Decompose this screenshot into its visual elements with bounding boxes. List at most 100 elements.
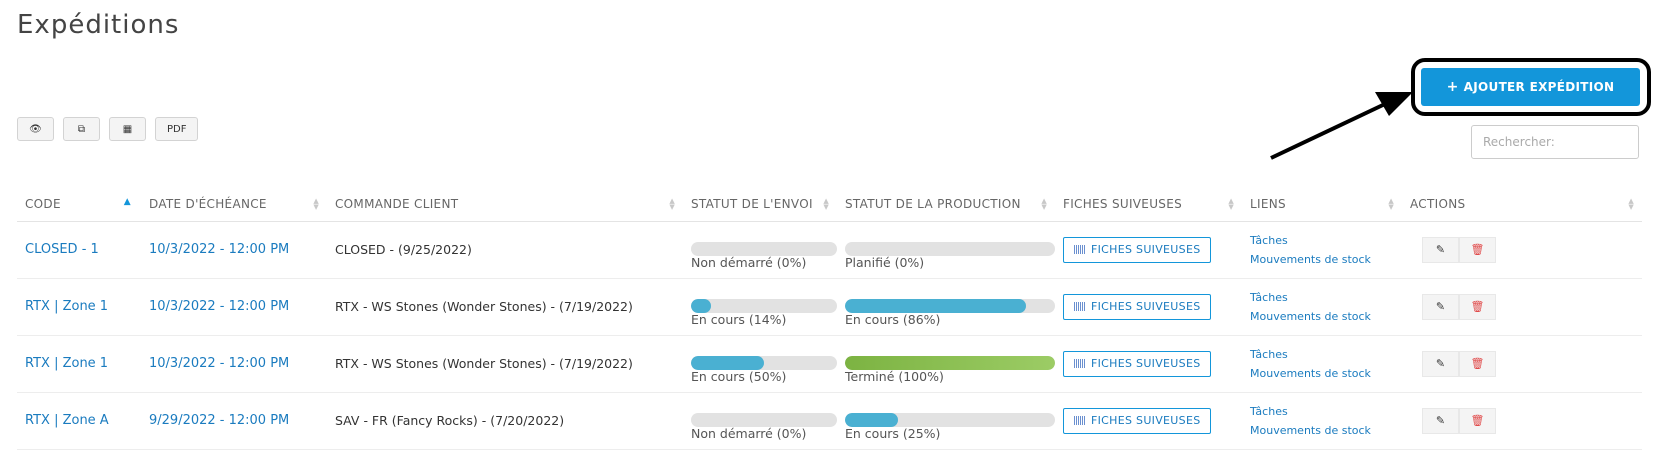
code-text: RTX | Zone 1: [25, 356, 109, 371]
header-fiches[interactable]: FICHES SUIVEUSES ▲ ▼: [1055, 188, 1242, 222]
barcode-icon: [1074, 245, 1085, 254]
fiches-text: FICHES SUIVEUSES: [1091, 243, 1201, 256]
production-label-text: En cours (25%): [845, 425, 941, 441]
envoi-label-text: Non démarré (0%): [691, 425, 807, 441]
fiches-cell: FICHES SUIVEUSES: [1055, 278, 1242, 336]
sort-icon: ▲ ▼: [669, 197, 675, 211]
fiches-cell: FICHES SUIVEUSES: [1055, 221, 1242, 279]
envoi-progress-bar: [691, 298, 837, 313]
fiches-text: FICHES SUIVEUSES: [1091, 414, 1201, 427]
mouvements-stock-link[interactable]: Mouvements de stock: [1250, 423, 1371, 437]
production-progress-bar: [845, 412, 1055, 427]
page-title: Expéditions: [17, 10, 180, 40]
search-input[interactable]: [1471, 125, 1639, 159]
pdf-button[interactable]: PDF: [155, 117, 199, 141]
date-link[interactable]: 10/3/2022 - 12:00 PM: [141, 221, 327, 279]
commande-text: RTX - WS Stones (Wonder Stones) - (7/19/…: [335, 299, 633, 314]
table-header-row: CODE ▲ DATE D'ÉCHÉANCE ▲ ▼ COMMANDE CLIENT ▲…: [17, 188, 1642, 222]
code-link[interactable]: CLOSED - 1: [17, 221, 141, 279]
delete-button[interactable]: 🗑: [1459, 407, 1496, 434]
barcode-icon: [1074, 302, 1085, 311]
copy-button[interactable]: ⧉: [63, 117, 100, 141]
eye-icon: 👁: [29, 123, 42, 135]
envoi-label-text: En cours (50%): [691, 368, 787, 384]
code-text: RTX | Zone A: [25, 413, 109, 428]
commande-cell: RTX - WS Stones (Wonder Stones) - (7/19/…: [327, 335, 683, 393]
production-progress-bar: [845, 355, 1055, 370]
header-commande[interactable]: COMMANDE CLIENT ▲ ▼: [327, 188, 683, 222]
fiches-suiveuses-button[interactable]: FICHES SUIVEUSES: [1063, 236, 1212, 263]
taches-link[interactable]: Tâches: [1250, 404, 1288, 418]
sort-icon: ▲ ▼: [1628, 197, 1634, 211]
date-link[interactable]: 10/3/2022 - 12:00 PM: [141, 335, 327, 393]
edit-button[interactable]: ✎: [1422, 407, 1459, 434]
header-liens[interactable]: LIENS ▲ ▼: [1242, 188, 1402, 222]
commande-cell: SAV - FR (Fancy Rocks) - (7/20/2022): [327, 392, 683, 450]
barcode-icon: [1074, 359, 1085, 368]
header-statut-production[interactable]: STATUT DE LA PRODUCTION ▲ ▼: [837, 188, 1055, 222]
envoi-progress-bar: [691, 241, 837, 256]
production-progress-fill: [845, 412, 898, 427]
barcode-icon: [1074, 416, 1085, 425]
mouvements-stock-link[interactable]: Mouvements de stock: [1250, 252, 1371, 266]
sort-asc-icon: ▲: [123, 197, 131, 207]
fiches-suiveuses-button[interactable]: FICHES SUIVEUSES: [1063, 407, 1212, 434]
copy-icon: ⧉: [77, 123, 86, 135]
mouvements-stock-link[interactable]: Mouvements de stock: [1250, 309, 1371, 323]
fiches-suiveuses-button[interactable]: FICHES SUIVEUSES: [1063, 293, 1212, 320]
table-icon: ▦: [122, 123, 133, 135]
code-link[interactable]: RTX | Zone A: [17, 392, 141, 450]
code-link[interactable]: RTX | Zone 1: [17, 335, 141, 393]
edit-button[interactable]: ✎: [1422, 293, 1459, 320]
commande-cell: CLOSED - (9/25/2022): [327, 221, 683, 279]
header-code[interactable]: CODE ▲: [17, 188, 141, 222]
commande-text: CLOSED - (9/25/2022): [335, 242, 472, 257]
pdf-label: PDF: [167, 123, 187, 135]
add-expedition-button[interactable]: + AJOUTER EXPÉDITION: [1421, 68, 1640, 106]
envoi-status: Non démarré (0%): [683, 392, 837, 450]
fiches-suiveuses-button[interactable]: FICHES SUIVEUSES: [1063, 350, 1212, 377]
actions-cell: ✎ 🗑: [1402, 392, 1642, 450]
sort-icon: ▲ ▼: [313, 197, 319, 211]
excel-button[interactable]: ▦: [109, 117, 146, 141]
links-cell: Tâches Mouvements de stock: [1242, 278, 1402, 336]
date-link[interactable]: 10/3/2022 - 12:00 PM: [141, 278, 327, 336]
add-expedition-label: AJOUTER EXPÉDITION: [1463, 80, 1615, 94]
taches-link[interactable]: Tâches: [1250, 290, 1288, 304]
delete-button[interactable]: 🗑: [1459, 350, 1496, 377]
envoi-progress-bar: [691, 355, 837, 370]
date-text: 9/29/2022 - 12:00 PM: [149, 413, 290, 428]
production-status: En cours (25%): [837, 392, 1055, 450]
commande-text: RTX - WS Stones (Wonder Stones) - (7/19/…: [335, 356, 633, 371]
links-cell: Tâches Mouvements de stock: [1242, 392, 1402, 450]
date-link[interactable]: 9/29/2022 - 12:00 PM: [141, 392, 327, 450]
trash-icon: 🗑: [1470, 357, 1485, 370]
production-label-text: Planifié (0%): [845, 254, 925, 270]
trash-icon: 🗑: [1470, 414, 1485, 427]
production-label-text: En cours (86%): [845, 311, 941, 327]
mouvements-stock-link[interactable]: Mouvements de stock: [1250, 366, 1371, 380]
envoi-status: En cours (50%): [683, 335, 837, 393]
actions-cell: ✎ 🗑: [1402, 221, 1642, 279]
header-actions[interactable]: ACTIONS ▲ ▼: [1402, 188, 1642, 222]
sort-icon: ▲ ▼: [1388, 197, 1394, 211]
production-status: Terminé (100%): [837, 335, 1055, 393]
plus-icon: +: [1446, 79, 1459, 95]
code-text: CLOSED - 1: [25, 242, 99, 257]
header-date[interactable]: DATE D'ÉCHÉANCE ▲ ▼: [141, 188, 327, 222]
edit-button[interactable]: ✎: [1422, 350, 1459, 377]
view-button[interactable]: 👁: [17, 117, 54, 141]
code-text: RTX | Zone 1: [25, 299, 109, 314]
edit-button[interactable]: ✎: [1422, 236, 1459, 263]
expeditions-table: CODE ▲ DATE D'ÉCHÉANCE ▲ ▼ COMMANDE CLIENT ▲…: [17, 188, 1642, 450]
code-link[interactable]: RTX | Zone 1: [17, 278, 141, 336]
delete-button[interactable]: 🗑: [1459, 293, 1496, 320]
header-statut-envoi[interactable]: STATUT DE L'ENVOI ▲ ▼: [683, 188, 837, 222]
delete-button[interactable]: 🗑: [1459, 236, 1496, 263]
envoi-status: Non démarré (0%): [683, 221, 837, 279]
fiches-text: FICHES SUIVEUSES: [1091, 300, 1201, 313]
taches-link[interactable]: Tâches: [1250, 347, 1288, 361]
taches-link[interactable]: Tâches: [1250, 233, 1288, 247]
table-row: RTX | Zone 1 10/3/2022 - 12:00 PM RTX - …: [17, 335, 1642, 393]
fiches-cell: FICHES SUIVEUSES: [1055, 335, 1242, 393]
